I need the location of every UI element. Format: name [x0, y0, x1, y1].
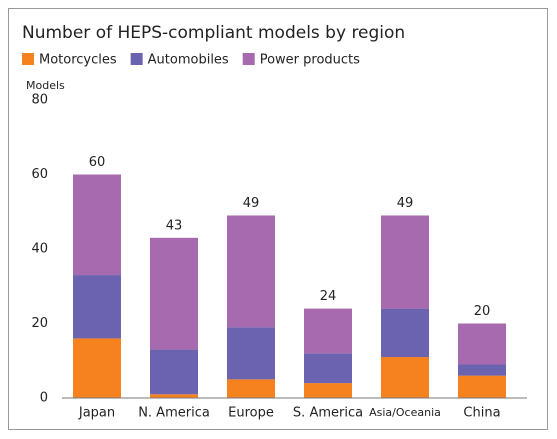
x-tick-label: China — [463, 406, 500, 421]
bar-segment — [227, 327, 275, 380]
bar-segment — [381, 357, 429, 398]
legend-swatch — [242, 53, 255, 65]
legend-label: Motorcycles — [39, 53, 117, 68]
x-tick-label: Asia/Oceania — [369, 406, 441, 419]
y-tick-label: 40 — [31, 242, 48, 257]
bar-segment — [304, 308, 352, 354]
bar-segment — [73, 338, 121, 398]
chart-title: Number of HEPS-compliant models by regio… — [22, 23, 405, 43]
bar-segment — [227, 379, 275, 398]
bar-segment — [458, 364, 506, 376]
total-label: 24 — [320, 289, 337, 304]
bar-segment — [381, 308, 429, 358]
legend-swatch — [130, 53, 143, 65]
x-tick-label: Europe — [228, 406, 274, 421]
y-tick-label: 80 — [31, 93, 48, 108]
bar-segment — [381, 215, 429, 309]
x-tick-label: Japan — [78, 406, 115, 421]
y-tick-label: 20 — [31, 316, 48, 331]
bar-segment — [150, 349, 198, 395]
total-label: 43 — [166, 218, 183, 233]
x-tick-label: N. America — [138, 406, 210, 421]
y-tick-label: 60 — [31, 167, 48, 182]
legend-swatch — [22, 53, 34, 65]
bar-segment — [73, 174, 121, 276]
y-tick-label: 0 — [40, 391, 48, 406]
legend-label: Power products — [260, 53, 360, 68]
bar-segment — [150, 237, 198, 350]
bar-segment — [458, 323, 506, 365]
total-label: 60 — [89, 155, 106, 170]
total-label: 20 — [474, 304, 491, 319]
bar-segment — [304, 353, 352, 384]
y-axis-label: Models — [26, 79, 65, 92]
legend-label: Automobiles — [148, 53, 229, 68]
x-tick-label: S. America — [293, 406, 363, 421]
bar-segment — [73, 275, 121, 339]
bar-segment — [304, 383, 352, 398]
bar-segment — [458, 375, 506, 398]
bar-segment — [150, 394, 198, 398]
total-label: 49 — [397, 196, 414, 211]
bar-segment — [227, 215, 275, 328]
total-label: 49 — [243, 196, 260, 211]
